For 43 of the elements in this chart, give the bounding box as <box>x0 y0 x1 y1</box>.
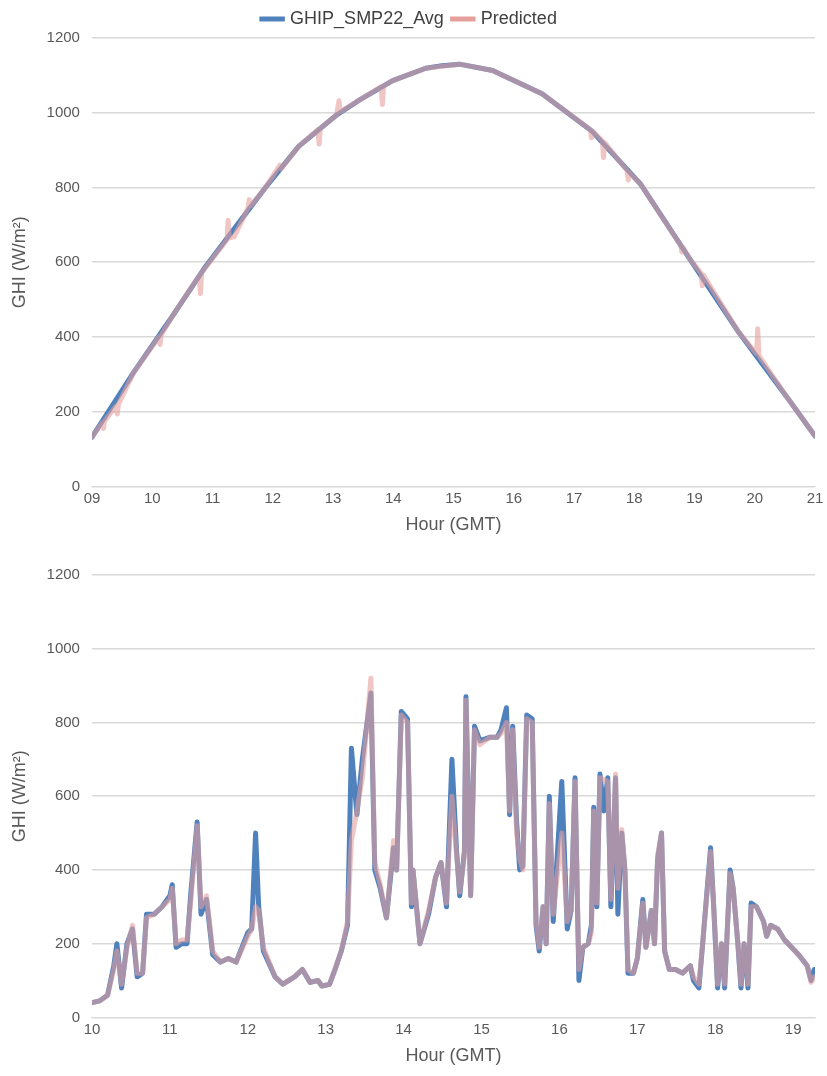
x-tick-label: 14 <box>384 488 402 506</box>
y-tick-label: 600 <box>54 786 80 804</box>
x-tick-label: 13 <box>317 1019 335 1037</box>
x-tick-label: 15 <box>445 488 462 506</box>
x-tick-label: 18 <box>625 488 643 506</box>
y-tick-label: 1000 <box>46 638 80 656</box>
x-tick-label: 18 <box>706 1019 724 1037</box>
y-tick-label: 200 <box>54 933 80 951</box>
x-tick-label: 20 <box>746 488 764 506</box>
legend-label: GHIP_SMP22_Avg <box>290 7 444 29</box>
x-tick-label: 13 <box>324 488 342 506</box>
y-axis-title: GHI (W/m²) <box>8 216 29 309</box>
y-tick-label: 0 <box>71 1007 80 1025</box>
x-tick-label: 11 <box>162 1019 178 1037</box>
x-tick-label: 21 <box>806 488 824 506</box>
x-tick-label: 14 <box>395 1019 412 1037</box>
x-tick-label: 15 <box>473 1019 490 1037</box>
x-tick-label: 12 <box>239 1019 257 1037</box>
y-tick-label: 1200 <box>46 28 80 46</box>
x-tick-label: 17 <box>629 1019 646 1037</box>
legend-label: Predicted <box>480 7 557 28</box>
x-axis-title: Hour (GMT) <box>405 1045 502 1066</box>
y-tick-label: 1200 <box>46 565 80 583</box>
x-tick-label: 17 <box>565 488 583 506</box>
y-tick-label: 0 <box>71 476 80 494</box>
x-tick-label: 11 <box>204 488 221 506</box>
x-axis-title: Hour (GMT) <box>405 514 502 535</box>
y-tick-label: 800 <box>54 177 80 195</box>
x-tick-label: 19 <box>686 488 703 506</box>
x-tick-label: 12 <box>264 488 282 506</box>
x-tick-label: 09 <box>83 488 101 506</box>
y-tick-label: 400 <box>54 327 80 345</box>
y-axis-title: GHI (W/m²) <box>8 750 29 843</box>
x-tick-label: 16 <box>505 488 523 506</box>
y-tick-label: 200 <box>54 401 80 419</box>
x-tick-label: 16 <box>551 1019 568 1037</box>
y-tick-label: 400 <box>54 860 80 878</box>
x-tick-label: 10 <box>83 1019 101 1037</box>
x-tick-label: 10 <box>143 488 161 506</box>
y-tick-label: 800 <box>54 712 80 730</box>
x-tick-label: 19 <box>784 1019 802 1037</box>
y-tick-label: 1000 <box>46 102 80 120</box>
y-tick-label: 600 <box>54 252 80 270</box>
